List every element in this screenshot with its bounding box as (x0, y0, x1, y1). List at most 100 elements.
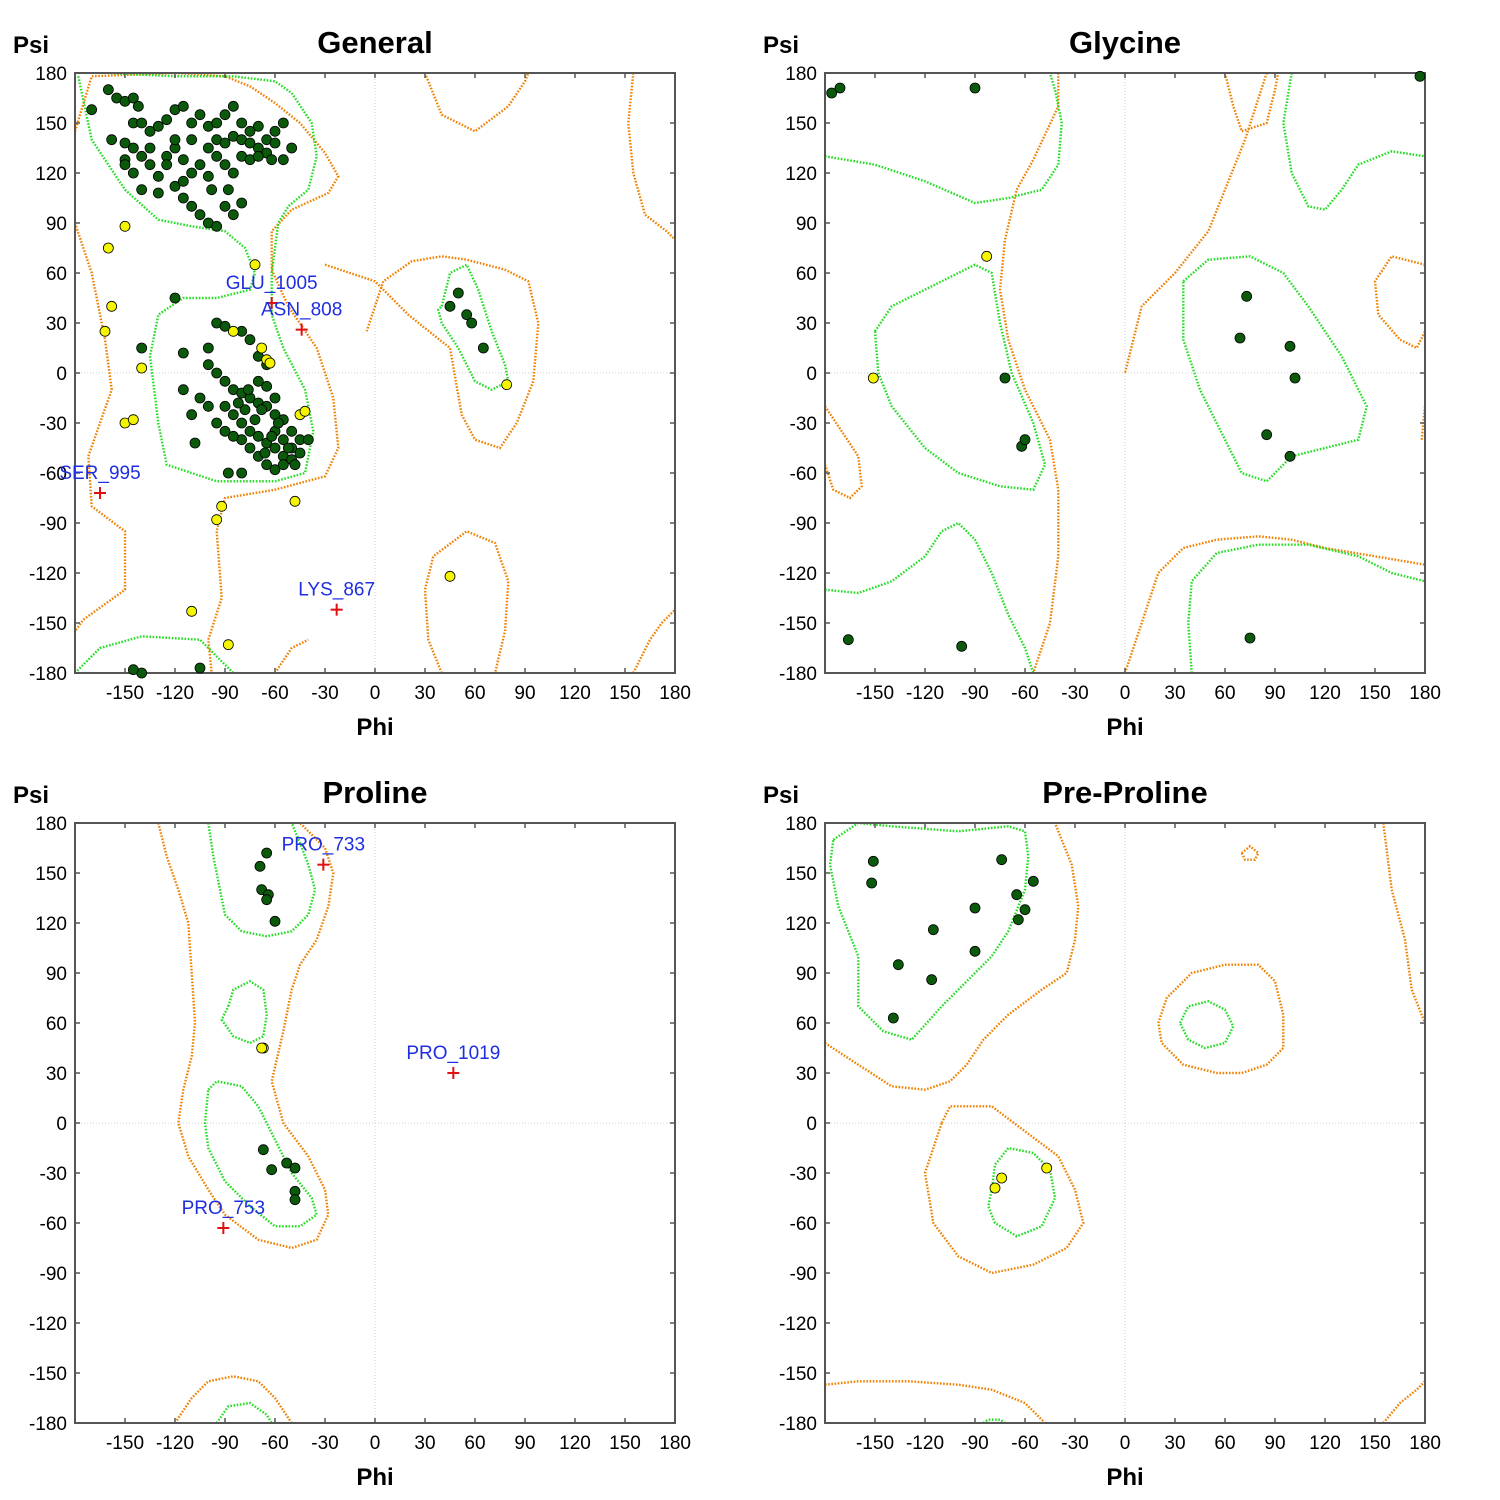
x-tick-label: 120 (559, 1433, 591, 1454)
favored-residue-point (867, 855, 879, 867)
panel-title: Proline (322, 775, 427, 810)
allowed-residue-point (256, 342, 268, 354)
y-tick-label: -180 (29, 664, 67, 685)
favored-region-contour (873, 263, 1047, 491)
x-tick-label: 60 (1214, 683, 1235, 704)
favored-residue-point (177, 384, 189, 396)
x-tick-label: -150 (856, 683, 894, 704)
x-tick-label: 30 (1164, 1433, 1185, 1454)
favored-region-contour (215, 1401, 273, 1423)
y-tick-label: -60 (40, 464, 67, 485)
allowed-residue-point (256, 1042, 268, 1054)
x-tick-label: 150 (1359, 683, 1391, 704)
favored-residue-point (286, 142, 298, 154)
y-tick-label: 30 (46, 1064, 67, 1085)
y-tick-label: -90 (790, 1264, 817, 1285)
favored-region-contour (1182, 255, 1368, 483)
favored-residue-point (1284, 450, 1296, 462)
allowed-region-contour (1373, 254, 1425, 350)
favored-residue-point (211, 367, 223, 379)
x-tick-label: 90 (514, 1433, 535, 1454)
favored-residue-point (169, 134, 181, 146)
favored-region-contour (987, 1146, 1057, 1238)
y-tick-label: -30 (40, 1164, 67, 1185)
y-tick-label: 180 (785, 64, 817, 85)
x-tick-label: 30 (414, 683, 435, 704)
x-tick-label: 120 (559, 683, 591, 704)
allowed-region-contour (627, 73, 675, 241)
x-tick-label: 150 (609, 1433, 641, 1454)
favored-region-contour (1282, 73, 1425, 212)
y-tick-label: 0 (56, 364, 67, 385)
favored-residue-point (282, 442, 294, 454)
allowed-residue-point (222, 639, 234, 651)
favored-region-contour (1187, 543, 1425, 673)
favored-residue-point (194, 392, 206, 404)
x-tick-label: -90 (961, 683, 988, 704)
favored-residue-point (227, 430, 239, 442)
allowed-region-contour (1240, 844, 1260, 861)
allowed-residue-point (119, 220, 131, 232)
y-tick-label: 0 (806, 364, 817, 385)
y-tick-label: -90 (40, 514, 67, 535)
y-tick-label: -180 (29, 1414, 67, 1435)
favored-residue-point (152, 120, 164, 132)
x-tick-label: 120 (1309, 1433, 1341, 1454)
favored-residue-point (186, 200, 198, 212)
x-tick-label: 30 (414, 1433, 435, 1454)
favored-residue-point (119, 159, 131, 171)
allowed-region-contour (923, 1105, 1085, 1275)
favored-residue-point (161, 114, 173, 126)
y-tick-label: 90 (46, 214, 67, 235)
favored-residue-point (177, 192, 189, 204)
favored-residue-point (252, 120, 264, 132)
favored-residue-point (244, 425, 256, 437)
y-tick-label: 60 (46, 1014, 67, 1035)
y-tick-label: 30 (796, 314, 817, 335)
favored-residue-point (244, 334, 256, 346)
x-axis-label: Phi (1106, 714, 1143, 741)
y-tick-label: -150 (29, 614, 67, 635)
outlier-label: LYS_867 (298, 580, 375, 601)
favored-residue-point (461, 309, 473, 321)
x-tick-label: 60 (1214, 1433, 1235, 1454)
allowed-residue-point (996, 1172, 1008, 1184)
y-tick-label: 150 (35, 114, 67, 135)
x-tick-label: -60 (261, 1433, 288, 1454)
allowed-residue-point (211, 514, 223, 526)
favored-residue-point (289, 1162, 301, 1174)
favored-residue-point (177, 347, 189, 359)
favored-residue-point (206, 184, 218, 196)
allowed-residue-point (102, 242, 114, 254)
favored-residue-point (202, 342, 214, 354)
favored-residue-point (236, 467, 248, 479)
favored-residue-point (194, 159, 206, 171)
x-tick-label: 90 (514, 683, 535, 704)
favored-residue-point (261, 459, 273, 471)
favored-residue-point (211, 220, 223, 232)
panel-proline: Proline Psi Phi 180 150 120 90 60 30 0 -30 -60 -90 -1… (13, 775, 691, 1491)
x-tick-label: 180 (1409, 1433, 1441, 1454)
favored-residue-point (144, 159, 156, 171)
favored-residue-point (969, 945, 981, 957)
y-tick-label: 30 (796, 1064, 817, 1085)
favored-residue-point (194, 662, 206, 674)
y-tick-label: -180 (779, 1414, 817, 1435)
favored-residue-point (956, 640, 968, 652)
favored-residue-point (219, 109, 231, 121)
favored-residue-point (1019, 904, 1031, 916)
favored-residue-point (202, 142, 214, 154)
favored-residue-point (444, 300, 456, 312)
favored-residue-point (219, 159, 231, 171)
favored-residue-point (222, 467, 234, 479)
favored-region-contour (207, 823, 317, 938)
allowed-residue-point (444, 570, 456, 582)
y-tick-label: -120 (29, 1314, 67, 1335)
favored-residue-point (194, 209, 206, 221)
x-tick-label: -120 (906, 683, 944, 704)
favored-residue-point (186, 117, 198, 129)
allowed-residue-point (501, 379, 513, 391)
favored-residue-point (136, 342, 148, 354)
allowed-region-contour (1123, 535, 1425, 673)
